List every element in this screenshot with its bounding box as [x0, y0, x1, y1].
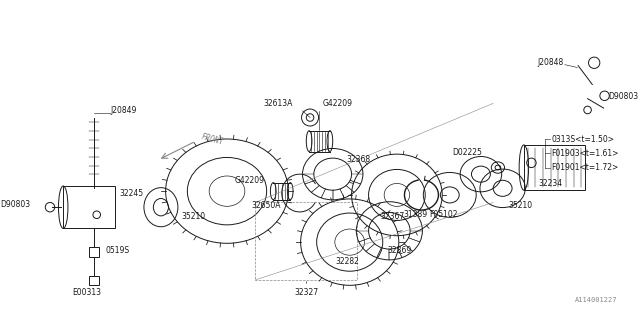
Text: G42209: G42209 [323, 99, 353, 108]
Text: 32234: 32234 [538, 179, 563, 188]
Text: J20848: J20848 [538, 58, 564, 67]
Text: 32650A: 32650A [252, 201, 281, 210]
Text: F05102: F05102 [429, 210, 458, 219]
Text: D90803: D90803 [0, 200, 30, 209]
Text: F01903<t=1.61>: F01903<t=1.61> [552, 149, 619, 158]
Text: G42209: G42209 [235, 176, 265, 185]
Text: 32613A: 32613A [264, 99, 293, 108]
Text: 32245: 32245 [120, 189, 144, 198]
Text: 0313S<t=1.50>: 0313S<t=1.50> [552, 135, 614, 144]
Text: 35210: 35210 [182, 212, 206, 221]
Text: 32368: 32368 [347, 156, 371, 164]
Text: E00313: E00313 [72, 288, 101, 297]
Text: 0519S: 0519S [105, 246, 129, 255]
Text: FRONT: FRONT [200, 132, 225, 147]
Text: F01901<t=1.72>: F01901<t=1.72> [552, 163, 619, 172]
Text: 32369: 32369 [387, 246, 412, 255]
Text: 31389: 31389 [403, 210, 428, 219]
Text: 32367: 32367 [380, 212, 404, 221]
Text: 32327: 32327 [294, 288, 318, 297]
Text: J20849: J20849 [111, 107, 137, 116]
Text: 32282: 32282 [335, 257, 359, 266]
Text: A114001227: A114001227 [575, 298, 618, 303]
Text: D02225: D02225 [452, 148, 482, 157]
Text: 35210: 35210 [508, 201, 532, 210]
Text: D90803: D90803 [609, 92, 639, 101]
